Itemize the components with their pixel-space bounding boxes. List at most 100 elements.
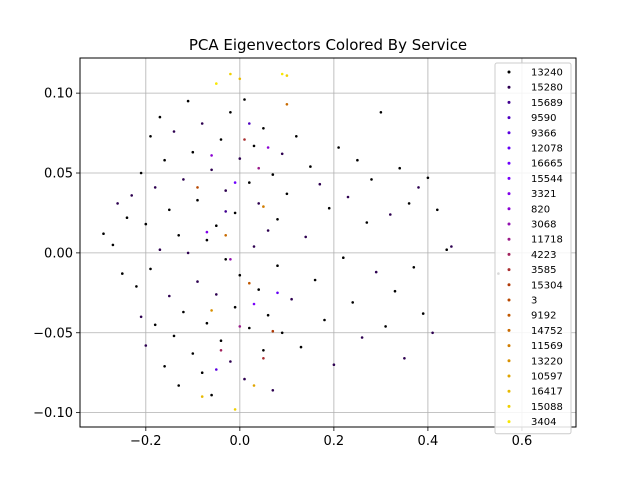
data-point — [374, 270, 378, 274]
data-point — [243, 377, 246, 381]
data-point — [266, 229, 270, 232]
data-point — [276, 218, 279, 221]
legend-label: 16665 — [531, 159, 563, 170]
legend-label: 3321 — [531, 189, 556, 200]
data-point — [229, 111, 232, 114]
data-point — [252, 144, 256, 148]
data-point — [313, 278, 317, 282]
legend-marker — [507, 131, 511, 135]
legend-marker — [507, 116, 511, 120]
legend-marker — [507, 344, 511, 348]
x-tick-label: 0.0 — [230, 434, 251, 449]
data-point — [257, 288, 261, 291]
data-point — [342, 256, 345, 260]
legend-marker — [507, 420, 511, 424]
y-tick-label: −0.10 — [33, 406, 73, 421]
data-point — [417, 186, 420, 189]
x-tick-label: 0.6 — [512, 434, 533, 449]
data-point — [205, 230, 209, 234]
legend-marker — [507, 85, 511, 89]
data-point — [135, 285, 138, 288]
y-tick-label: −0.05 — [33, 326, 73, 341]
data-point — [229, 258, 232, 261]
data-point — [248, 122, 251, 125]
legend-marker — [507, 298, 511, 302]
data-point — [252, 245, 256, 248]
data-point — [196, 280, 199, 283]
data-point — [153, 323, 157, 327]
data-point — [431, 331, 434, 335]
data-point — [426, 176, 430, 180]
legend-label: 12078 — [531, 144, 563, 155]
legend: 1324015280156899590936612078166651554433… — [494, 62, 572, 435]
data-point — [238, 77, 242, 81]
legend-marker — [507, 389, 511, 393]
data-point — [271, 329, 275, 333]
legend-label: 4223 — [531, 250, 556, 261]
data-point — [219, 349, 223, 352]
plot-frame — [79, 57, 577, 428]
legend-label: 11718 — [531, 235, 563, 246]
data-point — [102, 232, 105, 235]
legend-label: 9590 — [531, 113, 556, 124]
data-point — [210, 168, 213, 172]
data-point — [200, 371, 204, 375]
data-point — [327, 206, 331, 210]
data-point — [215, 224, 218, 227]
legend-label: 820 — [531, 204, 550, 215]
data-point — [262, 205, 265, 208]
legend-marker — [507, 268, 511, 272]
data-point — [219, 339, 223, 343]
data-point — [389, 213, 392, 216]
legend-label: 14752 — [531, 326, 563, 337]
legend-label: 3404 — [531, 417, 556, 428]
data-point — [285, 74, 289, 77]
data-point — [398, 166, 402, 170]
data-point — [252, 384, 256, 387]
data-point — [238, 273, 242, 277]
chart-title: PCA Eigenvectors Colored By Service — [189, 36, 467, 54]
data-point — [153, 186, 157, 189]
data-point — [121, 272, 124, 275]
data-point — [257, 166, 261, 170]
legend-marker — [507, 404, 511, 408]
data-point — [346, 195, 350, 199]
data-point — [158, 115, 162, 119]
data-point — [163, 158, 166, 162]
data-point — [191, 150, 195, 154]
data-point — [262, 357, 265, 360]
data-point — [191, 352, 195, 355]
data-point — [285, 192, 289, 196]
data-point — [238, 325, 242, 328]
data-point — [252, 302, 256, 306]
data-point — [205, 321, 209, 325]
legend-label: 10597 — [531, 372, 563, 383]
legend-label: 16417 — [531, 387, 563, 398]
data-point — [172, 130, 176, 133]
data-point — [205, 238, 209, 242]
data-point — [177, 384, 180, 387]
data-point — [200, 122, 204, 125]
data-point — [332, 363, 336, 367]
data-point — [215, 368, 218, 371]
legend-box — [494, 62, 572, 435]
data-point — [337, 146, 340, 149]
data-point — [168, 208, 171, 212]
data-point — [224, 189, 227, 192]
data-point — [144, 222, 148, 226]
data-point — [276, 291, 279, 295]
data-point — [182, 178, 185, 181]
legend-label: 3068 — [531, 220, 556, 231]
legend-label: 15544 — [531, 174, 563, 185]
x-tick-label: 0.2 — [324, 434, 345, 449]
data-point — [224, 258, 227, 261]
data-point — [233, 305, 237, 309]
data-point — [149, 135, 152, 138]
data-point — [412, 266, 416, 269]
legend-marker — [507, 237, 511, 241]
data-point — [304, 235, 308, 239]
data-point — [233, 211, 237, 215]
data-point — [186, 251, 190, 255]
